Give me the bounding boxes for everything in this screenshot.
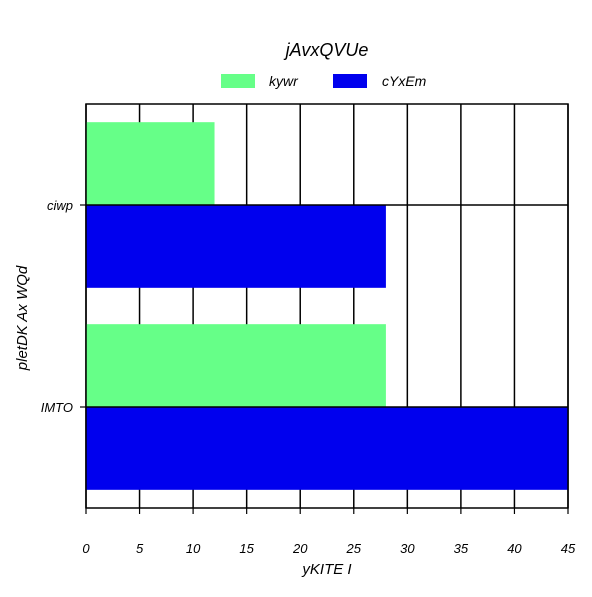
x-tick-label: 15 [239,541,254,556]
x-tick-label: 45 [561,541,576,556]
legend-label-kywr: kywr [269,73,299,89]
legend: kywr cYxEm [221,73,427,89]
x-tick-label: 0 [82,541,90,556]
x-axis-ticks: 0 5 10 15 20 25 30 35 40 45 [82,508,576,556]
x-tick-label: 5 [136,541,144,556]
bar-cYxEm-ciwp [86,205,386,288]
legend-swatch-cYxEm [333,74,367,88]
x-tick-label: 30 [400,541,415,556]
x-tick-label: 35 [454,541,469,556]
legend-swatch-kywr [221,74,255,88]
x-tick-label: 40 [507,541,522,556]
y-axis-label: pletDK Ax WQd [14,265,31,371]
x-axis-label: yKITE I [301,561,351,578]
plot-frame [85,103,569,509]
y-tick-label: ciwp [47,198,73,213]
bar-kywr-IMTO [86,324,386,407]
y-axis-ticks: ciwp IMTO [41,198,86,415]
bars [86,122,568,490]
chart-title: jAvxQVUe [283,40,369,60]
x-tick-label: 25 [346,541,362,556]
x-tick-label: 10 [186,541,201,556]
y-tick-label: IMTO [41,400,73,415]
x-tick-label: 20 [292,541,308,556]
bar-kywr-ciwp [86,122,215,205]
legend-label-cYxEm: cYxEm [382,73,427,89]
bar-cYxEm-IMTO [86,407,568,490]
